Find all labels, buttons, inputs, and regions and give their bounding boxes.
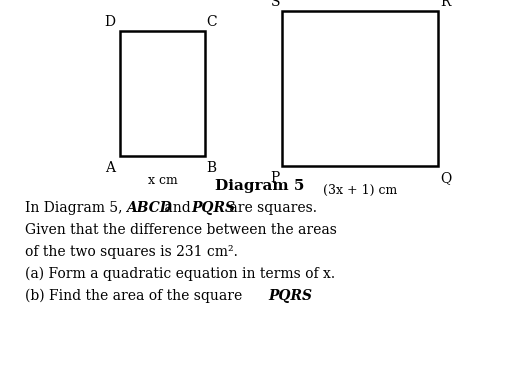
- Text: C: C: [206, 16, 217, 30]
- Text: Q: Q: [440, 171, 452, 185]
- Text: x cm: x cm: [148, 174, 177, 187]
- Text: (a) Form a quadratic equation in terms of x.: (a) Form a quadratic equation in terms o…: [25, 267, 335, 281]
- Bar: [120, 31, 205, 156]
- Text: of the two squares is 231 cm².: of the two squares is 231 cm².: [25, 245, 238, 259]
- Bar: [282, 11, 438, 166]
- Text: (3x + 1) cm: (3x + 1) cm: [323, 184, 397, 197]
- Text: In Diagram 5,: In Diagram 5,: [25, 201, 127, 215]
- Text: PQRS: PQRS: [191, 201, 235, 215]
- Text: (b) Find the area of the square: (b) Find the area of the square: [25, 289, 246, 303]
- Text: A: A: [105, 161, 115, 175]
- Text: and: and: [160, 201, 195, 215]
- Text: are squares.: are squares.: [225, 201, 317, 215]
- Text: B: B: [206, 161, 217, 175]
- Text: R: R: [440, 0, 451, 10]
- Text: ABCD: ABCD: [126, 201, 172, 215]
- Text: Diagram 5: Diagram 5: [215, 179, 305, 193]
- Text: P: P: [270, 171, 280, 185]
- Text: D: D: [104, 16, 115, 30]
- Text: S: S: [271, 0, 280, 10]
- Text: PQRS: PQRS: [268, 289, 312, 303]
- Text: .: .: [302, 289, 306, 303]
- Text: Given that the difference between the areas: Given that the difference between the ar…: [25, 223, 337, 237]
